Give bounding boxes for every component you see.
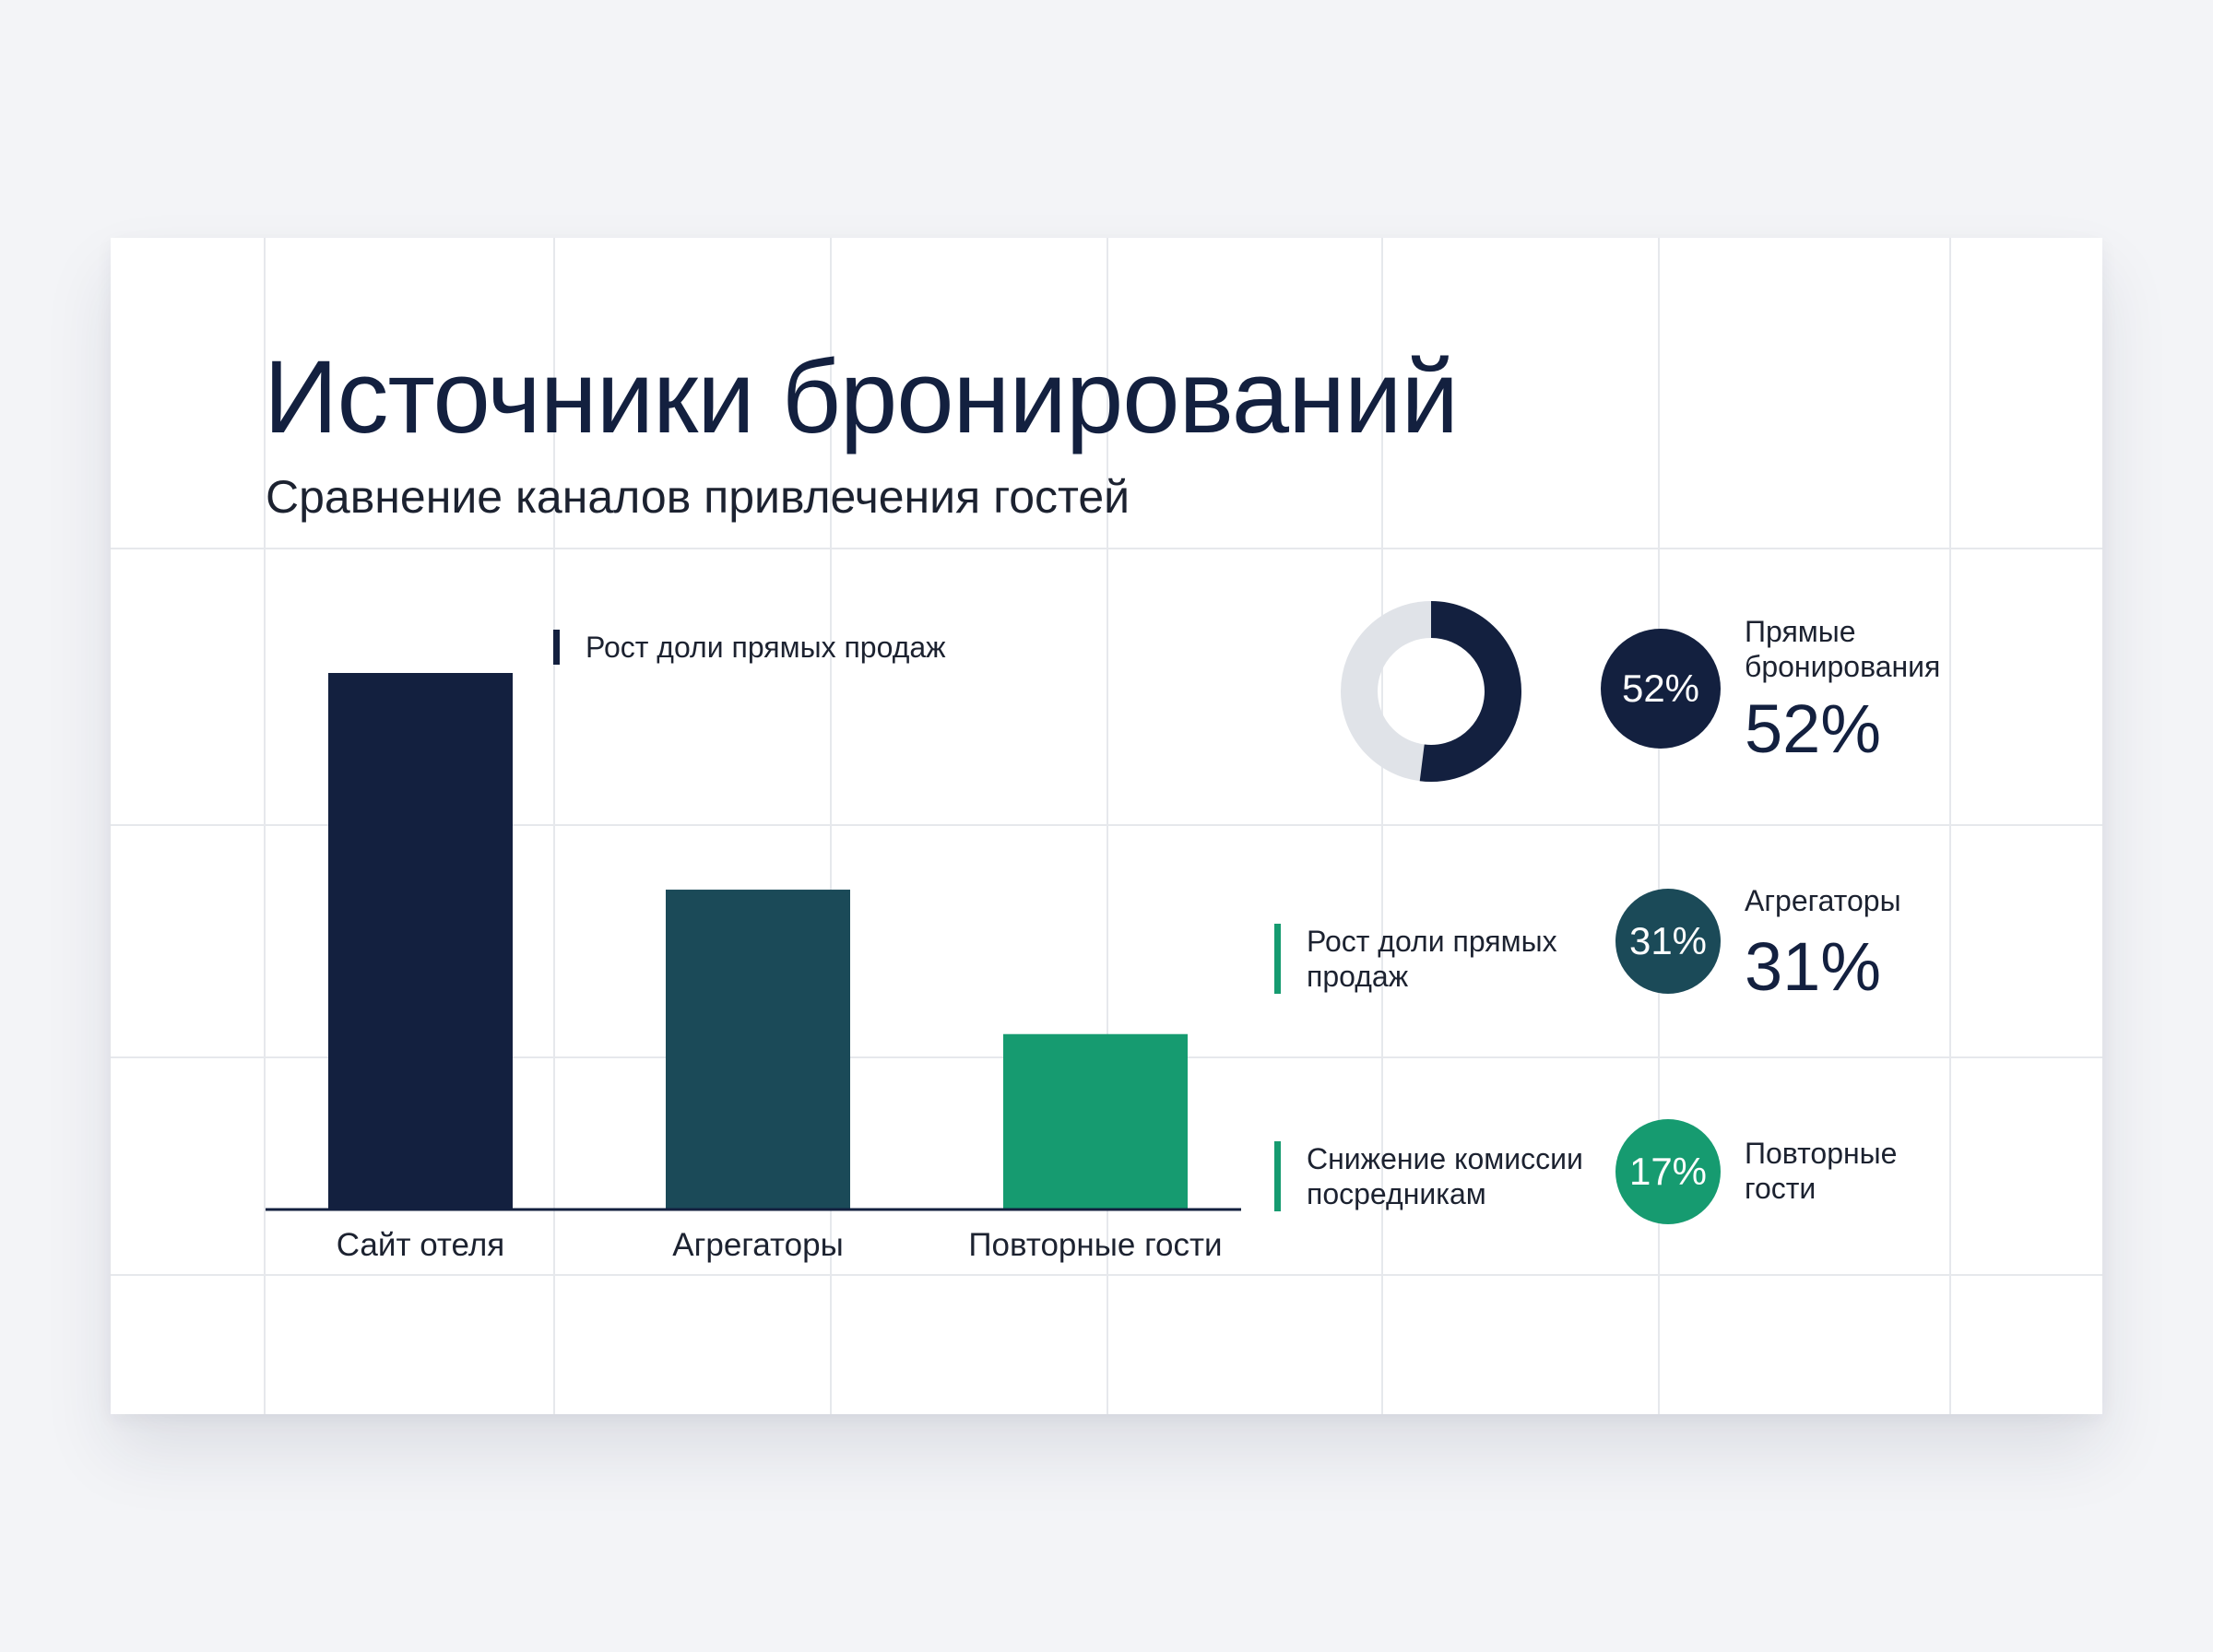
bar-chart: Сайт отеля Агрегаторы Повторные гости: [266, 673, 1241, 1263]
legend-value-aggregators: 31%: [1745, 928, 1882, 1005]
page-title: Источники бронирований: [264, 339, 1459, 454]
grid-line: [830, 238, 832, 1414]
grid-line: [1658, 238, 1660, 1414]
grid-line: [553, 238, 555, 1414]
legend-badge-repeat-guests: 17%: [1615, 1119, 1721, 1224]
legend-value-direct: 52%: [1745, 690, 1882, 767]
note-commission-reduction: Снижение комиссии посредникам: [1274, 1141, 1611, 1211]
legend-label-repeat-guests: Повторные гости: [1745, 1137, 1898, 1205]
bar-2: [666, 890, 850, 1210]
category-label: Повторные гости: [968, 1227, 1222, 1263]
donut-chart: [1341, 601, 1521, 782]
legend-label-direct: Прямые бронирования: [1745, 615, 1941, 683]
donut-slice-value: [1419, 601, 1521, 782]
bar-3: [1003, 1033, 1188, 1210]
grid-line: [111, 548, 2102, 549]
grid-line: [111, 1274, 2102, 1276]
grid-line: [264, 238, 266, 1414]
page-subtitle: Сравнение каналов привлечения гостей: [266, 471, 1130, 523]
legend-badge-text: 17%: [1628, 1150, 1708, 1193]
note-direct-sales-growth: Рост доли прямых продаж: [1274, 924, 1583, 994]
legend-badge-text: 31%: [1628, 919, 1708, 962]
category-label: Сайт отеля: [337, 1227, 504, 1263]
grid-line: [1381, 238, 1383, 1414]
legend-badge-aggregators: 31%: [1615, 889, 1721, 994]
bar-1: [328, 673, 513, 1210]
category-label: Агрегаторы: [672, 1227, 843, 1263]
note-text: Снижение комиссии посредникам: [1307, 1142, 1583, 1210]
grid-line: [111, 824, 2102, 826]
legend-badge-direct: 52%: [1601, 629, 1721, 749]
bar-chart-annotation-text: Рост доли прямых продаж: [586, 631, 946, 664]
grid-line: [1106, 238, 1108, 1414]
note-text: Рост доли прямых продаж: [1307, 925, 1557, 993]
slide: Источники бронирований Сравнение каналов…: [111, 238, 2102, 1414]
legend-label-aggregators: Агрегаторы: [1745, 884, 1901, 917]
legend-badge-text: 52%: [1621, 667, 1700, 710]
grid-line: [1949, 238, 1951, 1414]
bar-chart-annotation: Рост доли прямых продаж: [553, 630, 946, 665]
